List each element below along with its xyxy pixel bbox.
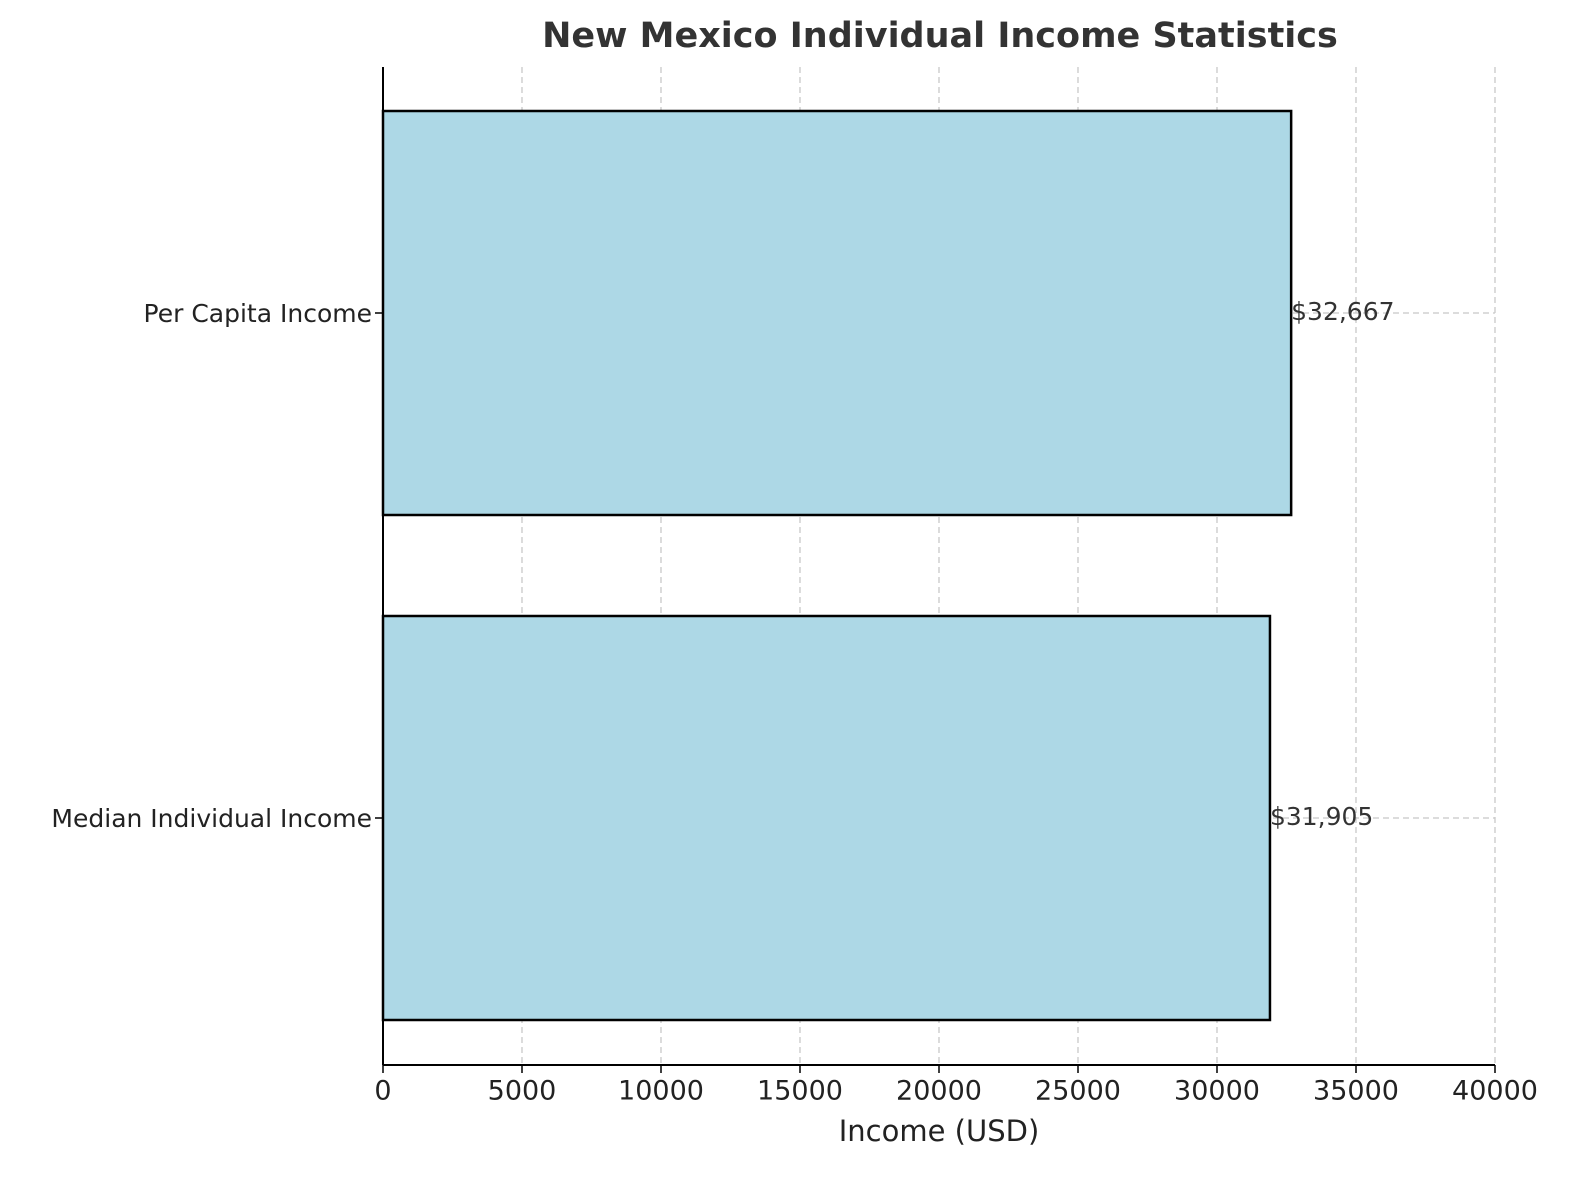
x-tick-label: 15000 xyxy=(757,1076,843,1107)
y-tick-label: Per Capita Income xyxy=(144,299,372,328)
x-tick-label: 0 xyxy=(374,1076,391,1107)
bar xyxy=(381,109,1293,517)
value-label: $32,667 xyxy=(1291,297,1394,326)
x-tick-label: 5000 xyxy=(488,1076,557,1107)
value-label: $31,905 xyxy=(1270,802,1373,831)
x-tick-label: 25000 xyxy=(1035,1076,1121,1107)
y-tick-label: Median Individual Income xyxy=(51,804,372,833)
bar xyxy=(381,614,1272,1022)
chart-title: New Mexico Individual Income Statistics xyxy=(542,16,1338,56)
x-axis-label: Income (USD) xyxy=(839,1114,1040,1148)
x-tick-label: 20000 xyxy=(896,1076,982,1107)
x-tick-label: 10000 xyxy=(618,1076,704,1107)
x-tick-label: 30000 xyxy=(1174,1076,1260,1107)
x-tick-label: 40000 xyxy=(1452,1076,1538,1107)
x-tick-label: 35000 xyxy=(1313,1076,1399,1107)
